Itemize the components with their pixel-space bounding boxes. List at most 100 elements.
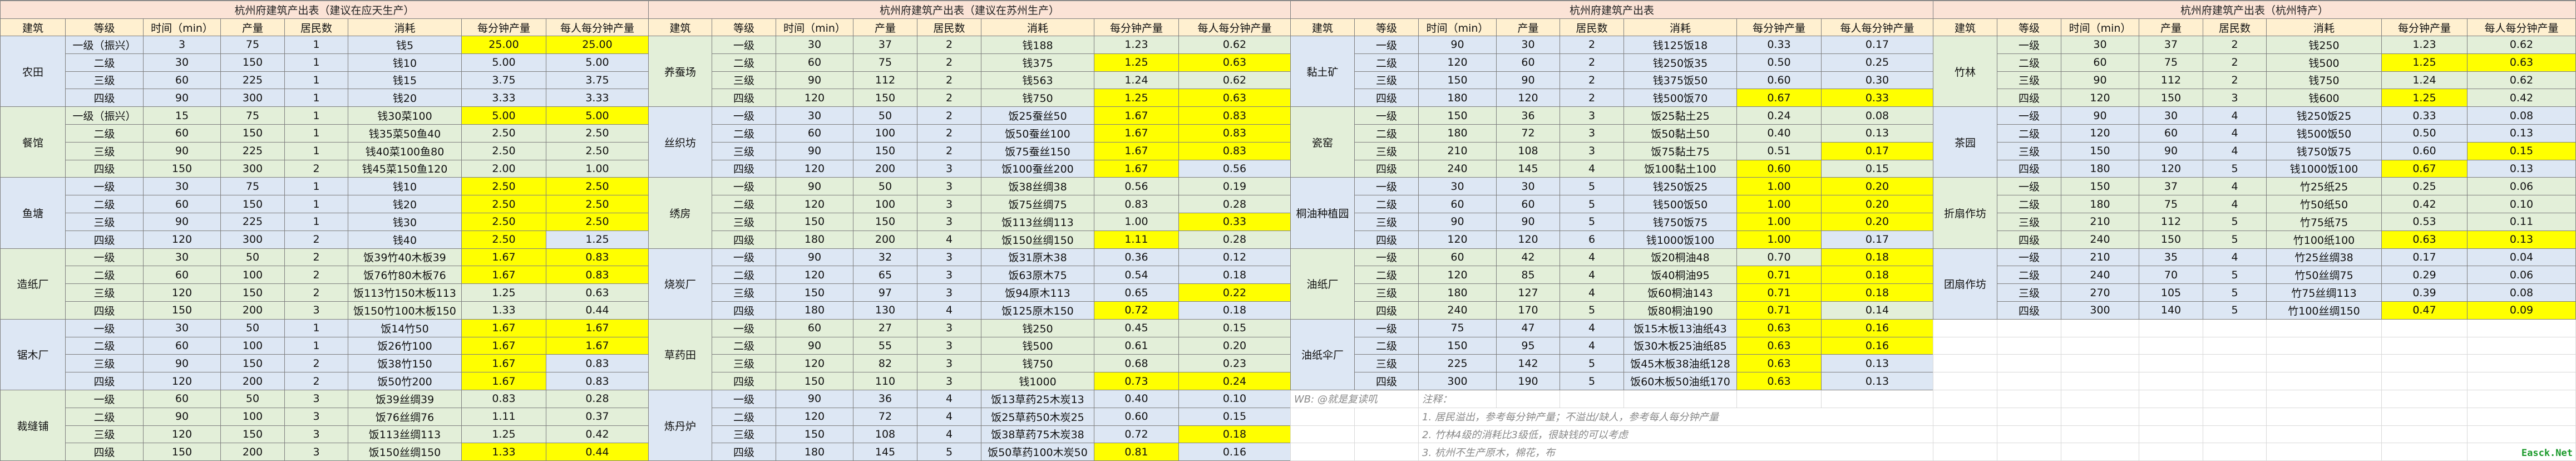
- time-cell[interactable]: 60: [143, 266, 221, 285]
- per-person-output-cell[interactable]: 0.83: [1178, 106, 1291, 125]
- per-person-output-cell[interactable]: 2.50: [545, 212, 649, 231]
- cost-cell[interactable]: 饭76丝绸76: [348, 407, 462, 426]
- level-cell[interactable]: 三级: [1997, 141, 2061, 160]
- residents-cell[interactable]: 1: [284, 124, 348, 143]
- level-cell[interactable]: 一级: [1354, 248, 1419, 267]
- per-minute-output-cell[interactable]: 0.81: [1094, 443, 1179, 461]
- empty-cell[interactable]: [2266, 318, 2382, 337]
- level-cell[interactable]: 一级: [1354, 177, 1419, 196]
- per-person-output-cell[interactable]: 0.56: [1178, 159, 1291, 178]
- residents-cell[interactable]: 5: [2203, 212, 2267, 231]
- output-cell[interactable]: 150: [220, 425, 285, 444]
- cost-cell[interactable]: 饭113丝绸113: [981, 212, 1094, 231]
- level-cell[interactable]: 四级: [1354, 372, 1419, 390]
- per-person-output-cell[interactable]: 0.10: [2466, 195, 2576, 213]
- per-minute-output-cell[interactable]: 1.67: [1094, 159, 1179, 178]
- level-cell[interactable]: 三级: [65, 425, 144, 444]
- level-cell[interactable]: 二级: [712, 124, 776, 143]
- per-person-output-cell[interactable]: 0.13: [2466, 230, 2576, 249]
- output-cell[interactable]: 30: [1496, 36, 1560, 54]
- residents-cell[interactable]: 5: [1560, 301, 1624, 320]
- cost-cell[interactable]: 饭63原木75: [981, 266, 1094, 285]
- residents-cell[interactable]: 4: [1560, 266, 1624, 285]
- per-minute-output-cell[interactable]: 2.50: [461, 124, 546, 143]
- building-name[interactable]: 桐油种植园: [1290, 177, 1355, 249]
- level-cell[interactable]: 三级: [712, 71, 776, 90]
- cost-cell[interactable]: 饭30木板25油纸85: [1623, 336, 1737, 355]
- time-cell[interactable]: 90: [143, 89, 221, 107]
- output-cell[interactable]: 72: [853, 407, 917, 426]
- output-cell[interactable]: 150: [220, 195, 285, 213]
- output-cell[interactable]: 30: [1496, 177, 1560, 196]
- cost-cell[interactable]: 钱1000饭100: [2266, 159, 2382, 178]
- residents-cell[interactable]: 3: [917, 283, 981, 302]
- empty-cell[interactable]: [2466, 354, 2576, 373]
- per-person-output-cell[interactable]: 0.17: [1820, 141, 1934, 160]
- residents-cell[interactable]: 4: [1560, 318, 1624, 337]
- time-cell[interactable]: 3: [143, 36, 221, 54]
- output-cell[interactable]: 75: [220, 177, 285, 196]
- cost-cell[interactable]: 竹100丝绸150: [2266, 301, 2382, 320]
- output-cell[interactable]: 300: [220, 230, 285, 249]
- output-cell[interactable]: 200: [853, 159, 917, 178]
- level-cell[interactable]: 四级: [65, 372, 144, 390]
- level-cell[interactable]: 三级: [1354, 141, 1419, 160]
- per-minute-output-cell[interactable]: 0.50: [1736, 53, 1822, 72]
- per-person-output-cell[interactable]: 0.10: [1178, 389, 1291, 408]
- cost-cell[interactable]: 钱500饭70: [1623, 89, 1737, 107]
- per-person-output-cell[interactable]: 0.23: [1178, 354, 1291, 373]
- notes-heading[interactable]: 注释：: [1418, 389, 1497, 408]
- per-minute-output-cell[interactable]: 1.24: [1094, 71, 1179, 90]
- cost-cell[interactable]: 饭100蚕丝200: [981, 159, 1094, 178]
- cost-cell[interactable]: 钱5: [348, 36, 462, 54]
- column-header[interactable]: 居民数: [917, 18, 981, 36]
- residents-cell[interactable]: 5: [2203, 266, 2267, 285]
- residents-cell[interactable]: 2: [1560, 89, 1624, 107]
- output-cell[interactable]: 200: [220, 372, 285, 390]
- level-cell[interactable]: 二级: [65, 266, 144, 285]
- level-cell[interactable]: 四级: [712, 372, 776, 390]
- time-cell[interactable]: 90: [776, 336, 853, 355]
- per-minute-output-cell[interactable]: 1.67: [1094, 124, 1179, 143]
- level-cell[interactable]: 四级: [1354, 89, 1419, 107]
- level-cell[interactable]: 二级: [1997, 53, 2061, 72]
- level-cell[interactable]: 三级: [712, 141, 776, 160]
- per-person-output-cell[interactable]: 0.16: [1820, 336, 1934, 355]
- time-cell[interactable]: 150: [143, 443, 221, 461]
- empty-cell[interactable]: [2139, 407, 2203, 426]
- per-minute-output-cell[interactable]: 0.63: [1736, 318, 1822, 337]
- output-cell[interactable]: 50: [220, 389, 285, 408]
- time-cell[interactable]: 180: [1418, 283, 1497, 302]
- per-person-output-cell[interactable]: 0.83: [1178, 124, 1291, 143]
- output-cell[interactable]: 150: [220, 354, 285, 373]
- cost-cell[interactable]: 饭113竹150木板113: [348, 283, 462, 302]
- column-header[interactable]: 产量: [853, 18, 917, 36]
- output-cell[interactable]: 97: [853, 283, 917, 302]
- empty-cell[interactable]: [2061, 336, 2139, 355]
- cost-cell[interactable]: 钱1000饭100: [1623, 230, 1737, 249]
- level-cell[interactable]: 四级: [712, 301, 776, 320]
- column-header[interactable]: 时间（min）: [143, 18, 221, 36]
- per-person-output-cell[interactable]: 0.22: [1178, 283, 1291, 302]
- time-cell[interactable]: 30: [776, 106, 853, 125]
- time-cell[interactable]: 150: [1418, 106, 1497, 125]
- time-cell[interactable]: 15: [143, 106, 221, 125]
- per-minute-output-cell[interactable]: 0.56: [1094, 177, 1179, 196]
- per-person-output-cell[interactable]: 0.18: [1820, 266, 1934, 285]
- per-minute-output-cell[interactable]: 0.50: [2381, 124, 2468, 143]
- per-minute-output-cell[interactable]: 1.00: [1736, 212, 1822, 231]
- level-cell[interactable]: 三级: [1997, 71, 2061, 90]
- per-minute-output-cell[interactable]: 1.24: [2381, 71, 2468, 90]
- time-cell[interactable]: 120: [2061, 89, 2139, 107]
- building-name[interactable]: 竹林: [1933, 35, 1997, 107]
- cost-cell[interactable]: 钱750: [981, 354, 1094, 373]
- time-cell[interactable]: 240: [2061, 230, 2139, 249]
- empty-cell[interactable]: [2466, 407, 2576, 426]
- level-cell[interactable]: 二级: [712, 336, 776, 355]
- cost-cell[interactable]: 竹75丝绸113: [2266, 283, 2382, 302]
- residents-cell[interactable]: 2: [284, 266, 348, 285]
- cost-cell[interactable]: 钱750饭75: [1623, 212, 1737, 231]
- column-header[interactable]: 消耗: [348, 18, 462, 36]
- per-person-output-cell[interactable]: 0.62: [2466, 36, 2576, 54]
- residents-cell[interactable]: 3: [1560, 124, 1624, 143]
